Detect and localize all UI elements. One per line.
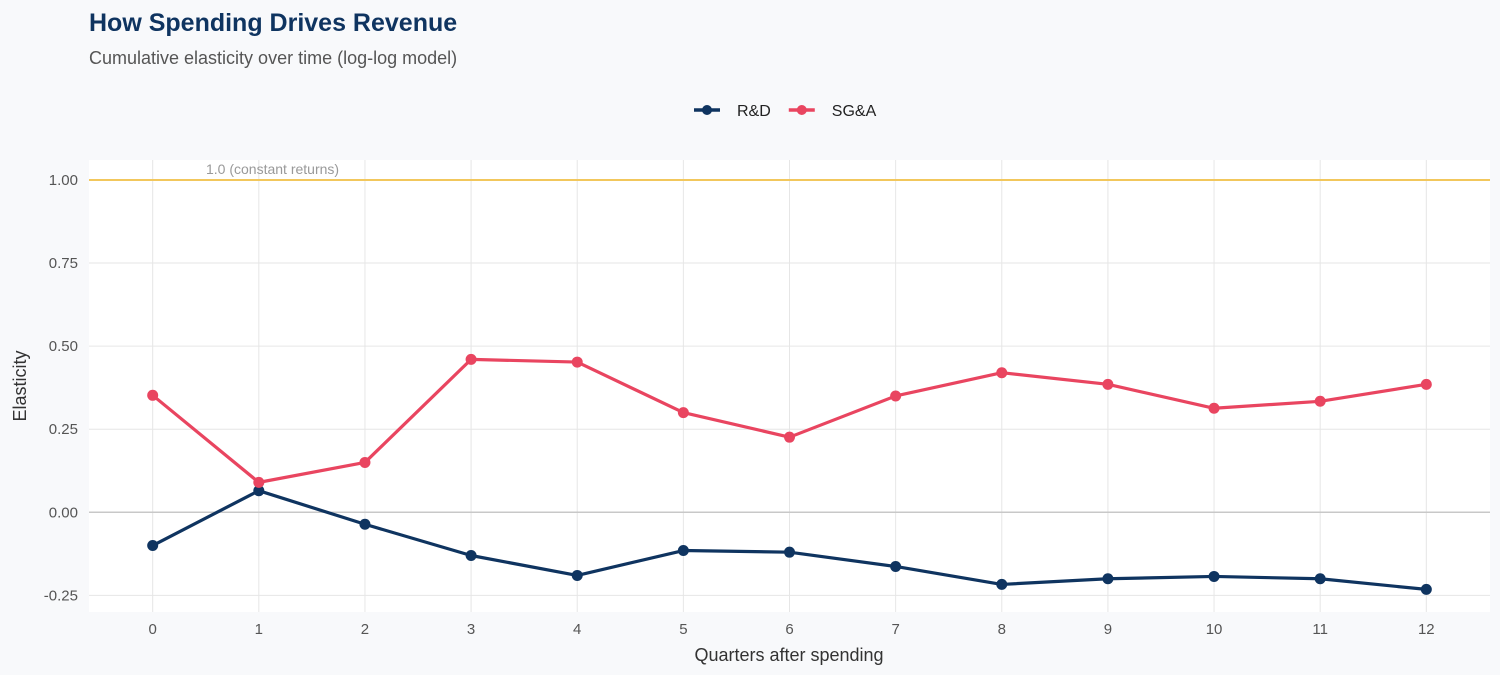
data-point [1208,570,1220,582]
data-point [784,546,795,558]
x-tick-label: 10 [1206,621,1223,638]
x-tick-label: 0 [149,621,157,638]
data-point [571,356,583,368]
data-point [890,390,902,402]
data-point [465,353,477,365]
data-point [147,389,159,401]
data-point [147,540,159,552]
y-tick-label: -0.25 [44,587,78,604]
data-point [253,485,265,497]
legend-label: R&D [737,103,771,120]
x-tick-label: 2 [361,621,369,638]
data-point [1102,573,1114,585]
y-axis-label: Elasticity [10,350,30,421]
y-tick-label: 0.50 [49,338,78,355]
x-tick-label: 5 [679,621,687,638]
x-tick-label: 4 [573,621,581,638]
data-point [253,476,265,488]
legend: R&D SG&A [694,103,877,120]
data-point [359,518,371,530]
data-point [465,550,477,561]
legend-marker [796,105,807,115]
x-tick-label: 8 [998,621,1006,638]
y-tick-label: 0.25 [49,421,78,438]
legend-marker [702,105,712,115]
data-point [359,456,371,468]
data-point [996,578,1008,590]
x-axis-label: Quarters after spending [694,645,883,665]
data-point [677,407,689,419]
chart-title: How Spending Drives Revenue [89,9,457,37]
data-point [1208,402,1220,414]
x-tick-label: 7 [891,621,899,638]
chart-subtitle: Cumulative elasticity over time (log-log… [89,48,457,68]
data-point [1314,395,1326,407]
y-tick-label: 0.75 [49,255,78,272]
y-tick-label: 1.00 [49,172,78,189]
data-point [1314,573,1326,585]
data-point [1420,583,1432,595]
data-point [1102,378,1114,390]
x-tick-label: 6 [785,621,793,638]
data-point [571,569,583,581]
x-tick-label: 1 [255,621,263,638]
data-point [996,367,1008,379]
data-point [890,560,902,572]
reference-line-label: 1.0 (constant returns) [206,161,339,177]
x-tick-label: 3 [467,621,475,638]
x-tick-label: 12 [1418,621,1435,638]
x-tick-label: 11 [1312,621,1328,638]
x-tick-label: 9 [1104,621,1112,638]
y-tick-label: 0.00 [49,504,78,521]
data-point [784,431,795,443]
legend-label: SG&A [832,103,877,120]
data-point [677,545,689,557]
data-point [1420,378,1432,390]
